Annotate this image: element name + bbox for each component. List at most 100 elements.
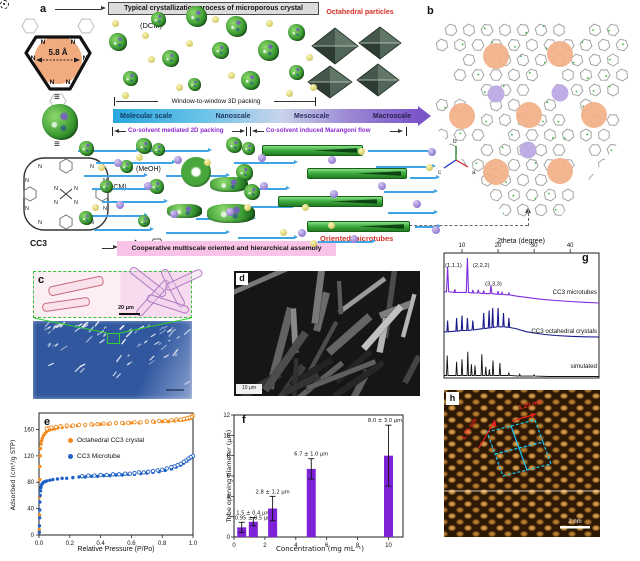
solvent-dot-purple	[260, 182, 268, 190]
flow-arrow-icon	[94, 227, 154, 231]
molecule-cluster	[244, 184, 260, 200]
svg-text:(2,2,2): (2,2,2)	[473, 263, 490, 269]
svg-text:N: N	[31, 55, 36, 62]
solvent-dot-yellow	[310, 240, 317, 247]
svg-text:160: 160	[24, 427, 35, 433]
svg-text:40: 40	[27, 507, 34, 513]
solvent-dot-yellow	[244, 204, 251, 211]
molecule-cluster	[109, 33, 127, 51]
svg-text:1.20 nm: 1.20 nm	[518, 398, 543, 411]
solvent-dot-purple	[174, 156, 182, 164]
solvent-dot-purple	[350, 235, 358, 243]
molecule-cluster	[210, 177, 249, 192]
solvent-dot-yellow	[310, 84, 317, 91]
zoom-region-box	[107, 333, 120, 344]
molecule-cluster	[138, 215, 150, 227]
process-header: Typical crystallization process of micro…	[108, 2, 319, 15]
svg-text:simulated: simulated	[571, 363, 598, 370]
solvent-dot-yellow	[306, 54, 313, 61]
molecule-cluster	[151, 142, 165, 156]
scalebar-line-sem	[166, 389, 184, 391]
solvent-label-meoh: (MeOH)	[136, 166, 161, 173]
dim-tick	[406, 127, 408, 136]
svg-text:2.8 ± 1.2 μm: 2.8 ± 1.2 μm	[256, 489, 290, 495]
afm-image	[444, 390, 600, 537]
dim-arrow-icon	[114, 128, 119, 133]
solvent-dot-yellow	[228, 72, 235, 79]
dim-line	[274, 101, 315, 103]
solvent-dot-purple	[298, 229, 306, 237]
svg-text:N: N	[66, 79, 71, 86]
svg-text:8: 8	[227, 454, 231, 460]
molecule-cluster	[187, 77, 201, 91]
flow-arrow-icon	[146, 148, 212, 152]
afm-lattice-overlay: 1.25 nm 1.20 nm 2 nm	[460, 398, 590, 529]
flow-arrow-icon	[384, 189, 438, 193]
dim-tick	[112, 127, 114, 136]
flow-arrow-icon	[96, 160, 176, 164]
svg-text:b: b	[453, 138, 457, 145]
dim-line	[257, 130, 264, 132]
solvent-dot-yellow	[286, 90, 293, 97]
svg-text:30: 30	[531, 243, 538, 249]
molecule-cluster	[185, 5, 207, 27]
chart-f-xlabel: Concentration (mg mL⁻¹)	[276, 545, 364, 553]
solvent-dot-yellow	[328, 222, 335, 229]
dim-tick	[315, 97, 317, 106]
xrd-pattern-chart: 2theta (degree) 10 20 30 40 CC3 microtubes CC3…	[443, 238, 600, 379]
legend-marker-icon	[68, 438, 73, 444]
solvent-dot-purple	[258, 154, 266, 162]
solvent-dot-purple	[114, 159, 122, 167]
solvent-dot-purple	[378, 182, 386, 190]
crystal-axes-indicator: b c a	[438, 138, 476, 176]
connector-dashed-line	[528, 213, 529, 226]
dim-tick	[114, 97, 116, 106]
solvent-dot-yellow	[186, 40, 193, 47]
solvent-dot-yellow	[176, 84, 183, 91]
molecule-cluster	[241, 141, 255, 155]
flow-arrow-icon	[376, 164, 436, 168]
svg-text:8: 8	[356, 543, 360, 549]
stage1-label: Co-solvent mediated 2D packing	[128, 126, 224, 134]
dim-tick	[246, 127, 248, 136]
solvent-dot-yellow	[112, 20, 119, 27]
legend-marker-icon	[68, 454, 73, 460]
molecule-cluster	[42, 104, 78, 140]
equivalence-symbol: ≡	[54, 92, 60, 103]
molecule-cluster	[79, 211, 93, 225]
dim-arrow-icon	[252, 128, 257, 133]
svg-text:CC3 octahedral crystals: CC3 octahedral crystals	[531, 328, 597, 335]
svg-text:(3,3,3): (3,3,3)	[485, 282, 502, 288]
dim-arrow-icon	[240, 128, 245, 133]
svg-text:6: 6	[325, 543, 329, 549]
svg-text:2: 2	[263, 543, 267, 549]
molecule-cluster	[99, 179, 113, 193]
svg-text:0.0: 0.0	[35, 541, 44, 547]
svg-text:N: N	[38, 164, 42, 170]
scale-label-macro: Macroscale	[372, 112, 411, 120]
svg-text:1.5 ± 0.4 μm: 1.5 ± 0.4 μm	[236, 511, 270, 517]
flow-arrow-icon	[368, 148, 434, 152]
svg-text:N: N	[54, 200, 58, 206]
octahedral-particles-label: Octahedral particles	[326, 9, 394, 16]
flow-arrow-icon	[388, 210, 438, 214]
solvent-dot-purple	[170, 210, 178, 218]
solvent-dot-yellow	[280, 229, 287, 236]
solvent-dot-yellow	[426, 164, 433, 171]
solvent-dot-yellow	[302, 204, 309, 211]
chart-e-ylabel: Adsorbed (cm³/g STP)	[9, 439, 17, 511]
svg-text:10: 10	[459, 243, 466, 249]
svg-text:N: N	[50, 79, 55, 86]
tube-axis-marker-icon	[0, 0, 9, 9]
svg-text:N: N	[103, 206, 107, 212]
legend-label: CC3 Microtube	[77, 453, 121, 460]
scale-arrowhead-icon	[418, 106, 431, 126]
panel-letter-h: h	[446, 392, 459, 405]
molecule-cluster	[119, 159, 133, 173]
svg-text:N: N	[25, 178, 29, 184]
chart-e-xlabel: Relative Pressure (P/Po)	[77, 546, 155, 553]
flow-arrow-icon	[102, 199, 168, 203]
adsorption-isotherm-chart: 0 40 80 120 160 0.0 0.2 0.4 0.6 0.8 1.0	[24, 412, 198, 547]
molecule-cluster	[150, 11, 166, 27]
flow-arrow-icon	[234, 160, 298, 164]
